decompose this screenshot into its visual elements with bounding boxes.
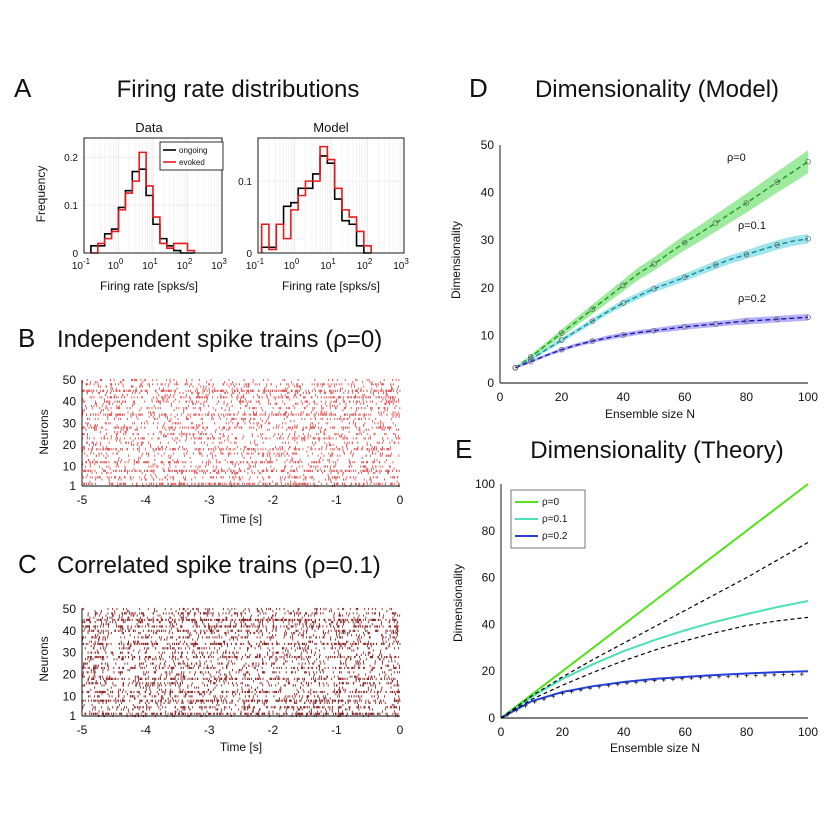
a-model-subtitle: Model bbox=[313, 120, 349, 135]
y-tick-label: 0.1 bbox=[64, 201, 78, 212]
panel-label-d: D bbox=[469, 73, 488, 103]
y-tick-label: 1 bbox=[69, 479, 76, 493]
y-tick-label: 0.1 bbox=[238, 177, 252, 188]
a-data-ylabel: Frequency bbox=[34, 166, 48, 223]
panel-c-title: Correlated spike trains (ρ=0.1) bbox=[57, 552, 381, 579]
panel-label-a: A bbox=[14, 73, 32, 103]
a-model-xlabel: Firing rate [spks/s] bbox=[282, 279, 380, 293]
x-tick-label: 100 bbox=[108, 257, 124, 272]
panel-a-model-histogram: 00.110-1 100 101 102 103 bbox=[238, 137, 409, 272]
panel-a-data-histogram: 00.10.210-1 100 101 102 103 bbox=[64, 137, 227, 272]
a-data-xlabel: Firing rate [spks/s] bbox=[100, 279, 198, 293]
e-ylabel: Dimensionality bbox=[451, 564, 465, 642]
panel-d-title: Dimensionality (Model) bbox=[535, 76, 779, 103]
d-xlabel: Ensemble size N bbox=[605, 407, 695, 421]
d-rho02-label: ρ=0.2 bbox=[738, 293, 766, 305]
panel-b-title: Independent spike trains (ρ=0) bbox=[57, 326, 382, 353]
panel-label-b: B bbox=[18, 323, 35, 353]
x-tick-label: 102 bbox=[177, 257, 193, 272]
y-tick-label: 10 bbox=[63, 460, 77, 474]
panel-label-e: E bbox=[455, 434, 472, 464]
panel-b-raster: -5 -4 -3 -2 -1 0 1 10 20 30 40 50 bbox=[63, 373, 404, 507]
e-xlabel: Ensemble size N bbox=[610, 741, 700, 755]
y-tick-label: 0 bbox=[246, 249, 252, 260]
x-tick-label: 101 bbox=[142, 257, 158, 272]
x-tick-label: 101 bbox=[320, 257, 336, 272]
y-tick-label: 50 bbox=[63, 373, 77, 387]
x-tick-label: -2 bbox=[267, 493, 278, 507]
d-rho01-label: ρ=0.1 bbox=[738, 220, 766, 232]
x-tick-label: -5 bbox=[77, 493, 88, 507]
y-tick-label: 40 bbox=[63, 395, 77, 409]
x-tick-label: -4 bbox=[140, 493, 151, 507]
x-tick-label: 100 bbox=[284, 257, 300, 272]
x-tick-label: 103 bbox=[211, 257, 227, 272]
panel-a-title: Firing rate distributions bbox=[117, 76, 360, 103]
x-tick-label: -3 bbox=[204, 493, 215, 507]
hist-series-evoked bbox=[90, 151, 196, 254]
y-tick-label: 0 bbox=[72, 249, 78, 260]
c-xlabel: Time [s] bbox=[220, 740, 262, 754]
y-tick-label: 20 bbox=[63, 438, 77, 452]
hist-series-evoked bbox=[260, 145, 372, 253]
panel-label-c: C bbox=[18, 549, 37, 579]
x-tick-label: 0 bbox=[397, 493, 404, 507]
c-ylabel: Neurons bbox=[37, 636, 51, 681]
b-xlabel: Time [s] bbox=[220, 512, 262, 526]
d-ylabel: Dimensionality bbox=[449, 221, 463, 299]
a-data-subtitle: Data bbox=[135, 120, 163, 135]
g-a-data-frame bbox=[83, 137, 223, 254]
x-tick-label: 102 bbox=[357, 257, 373, 272]
x-tick-label: -1 bbox=[331, 493, 342, 507]
panel-e-title: Dimensionality (Theory) bbox=[530, 437, 783, 464]
d-rho0-label: ρ=0 bbox=[727, 152, 746, 164]
y-tick-label: 0.2 bbox=[64, 153, 78, 164]
b-ylabel: Neurons bbox=[37, 409, 51, 454]
y-tick-label: 30 bbox=[63, 416, 77, 430]
g-a-model-frame bbox=[257, 137, 405, 254]
x-tick-label: 103 bbox=[393, 257, 409, 272]
